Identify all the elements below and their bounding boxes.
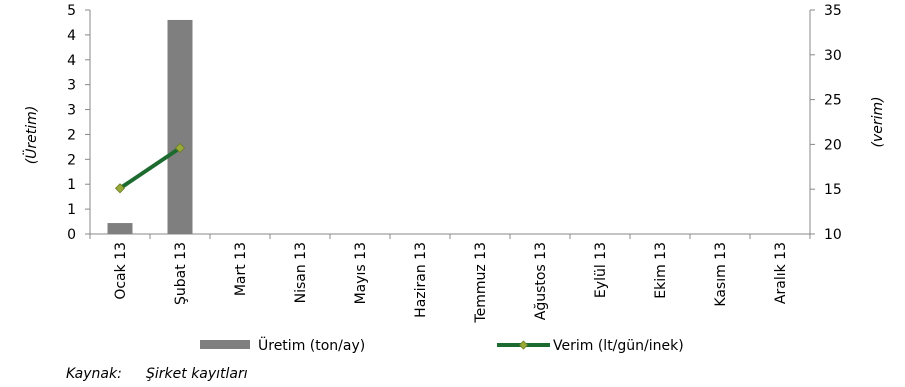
y-right-tick-label: 25 [824,93,842,109]
y-left-tick-label: 0 [67,227,76,243]
source-text: Şirket kayıtları [146,366,248,382]
x-tick-label: Ekim 13 [653,242,669,299]
y-left-tick-label: 2 [67,127,76,143]
y-right-tick-label: 35 [824,3,842,19]
bar [167,19,193,235]
x-tick-label: Haziran 13 [413,242,429,318]
x-tick-label: Mayıs 13 [353,242,369,304]
legend-label-uretim: Üretim (ton/ay) [258,336,365,354]
legend-swatch-uretim [200,340,250,349]
point-marker [174,142,186,154]
x-tick-label: Kasım 13 [713,242,729,307]
y-left-tick-label: 4 [67,53,76,69]
y-axis-right-title: (verim) [870,96,886,147]
legend: Üretim (ton/ay) Verim (lt/gün/inek) [200,336,684,354]
y-right-tick-label: 10 [824,227,842,243]
source-label: Kaynak: [66,366,122,382]
y-right-tick-label: 20 [824,137,842,153]
y-right-tick-label: 30 [824,48,842,64]
y-left-tick-label: 4 [67,28,76,44]
x-tick-label: Ocak 13 [113,242,129,300]
x-tick-label: Şubat 13 [173,242,189,305]
y-left-tick-label: 5 [67,3,76,19]
lines [114,142,186,194]
bar [107,223,133,234]
x-tick-label: Nisan 13 [293,242,309,303]
x-tick-label: Aralık 13 [773,242,789,304]
series-line-verim [118,146,182,190]
x-tick-label: Eylül 13 [593,242,609,298]
x-tick-label: Temmuz 13 [473,242,489,324]
legend-marker-verim [518,340,529,350]
axes [85,9,815,239]
y-left-tick-label: 1 [67,202,76,218]
y-axis-left-title: (Üretim) [22,106,40,165]
bars [107,19,193,235]
ticks: 0 1 1 2 2 3 3 4 4 5 10 15 20 25 30 35 Ocak 13 Şubat 13 Mar… [67,3,842,324]
legend-label-verim: Verim (lt/gün/inek) [553,338,684,354]
y-left-tick-label: 3 [67,78,76,94]
y-left-tick-label: 2 [67,152,76,168]
x-tick-label: Mart 13 [233,242,249,296]
x-tick-label: Ağustos 13 [533,242,549,320]
source-note: Kaynak: Şirket kayıtları [66,366,248,382]
point-marker [114,183,126,194]
y-left-tick-label: 1 [67,177,76,193]
y-right-tick-label: 15 [824,182,842,198]
y-left-tick-label: 3 [67,103,76,119]
